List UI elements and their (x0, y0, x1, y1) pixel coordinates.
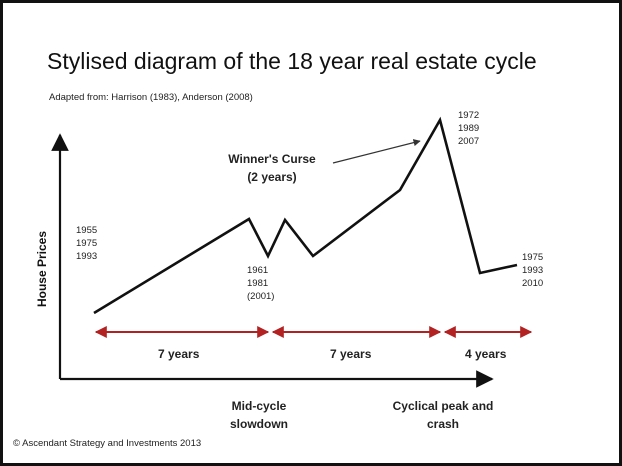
phase-line: Mid-cycle (231, 399, 287, 413)
winners-curse-pointer (332, 139, 421, 164)
winners-curse-title: Winner's Curse (228, 152, 316, 166)
cycle-line (93, 116, 518, 315)
year-label: 1972 (458, 110, 480, 121)
y-axis-label: House Prices (35, 230, 49, 308)
duration-label-2: 7 years (330, 347, 372, 361)
year-label: (2001) (247, 291, 275, 302)
year-label: 1993 (76, 251, 98, 262)
peak-year-labels: 1972 1989 2007 (458, 109, 479, 148)
year-label: 1989 (458, 123, 480, 134)
peak-phase-label: Cyclical peak and crash (381, 397, 505, 433)
phase-line: crash (426, 417, 460, 431)
end-year-labels: 1975 1993 2010 (522, 251, 543, 290)
winners-curse-duration: (2 years) (247, 170, 297, 184)
year-label: 2007 (458, 136, 480, 147)
year-label: 1975 (522, 252, 544, 263)
mid-dip-year-labels: 1961 1981 (2001) (247, 264, 274, 303)
year-label: 1961 (247, 265, 269, 276)
diagram-subtitle: Adapted from: Harrison (1983), Anderson … (49, 92, 253, 103)
year-label: 1993 (522, 265, 544, 276)
duration-label-3: 4 years (465, 347, 507, 361)
year-label: 1955 (76, 225, 98, 236)
year-label: 2010 (522, 278, 544, 289)
copyright-notice: © Ascendant Strategy and Investments 201… (13, 438, 202, 449)
duration-label-1: 7 years (158, 347, 200, 361)
year-label: 1975 (76, 238, 98, 249)
midcycle-phase-label: Mid-cycle slowdown (214, 397, 304, 433)
phase-line: Cyclical peak and (392, 399, 494, 413)
phase-line: slowdown (230, 417, 288, 431)
winners-curse-annotation: Winner's Curse (2 years) (224, 150, 320, 186)
year-label: 1981 (247, 278, 269, 289)
start-year-labels: 1955 1975 1993 (76, 224, 97, 263)
diagram-title: Stylised diagram of the 18 year real est… (47, 48, 537, 74)
